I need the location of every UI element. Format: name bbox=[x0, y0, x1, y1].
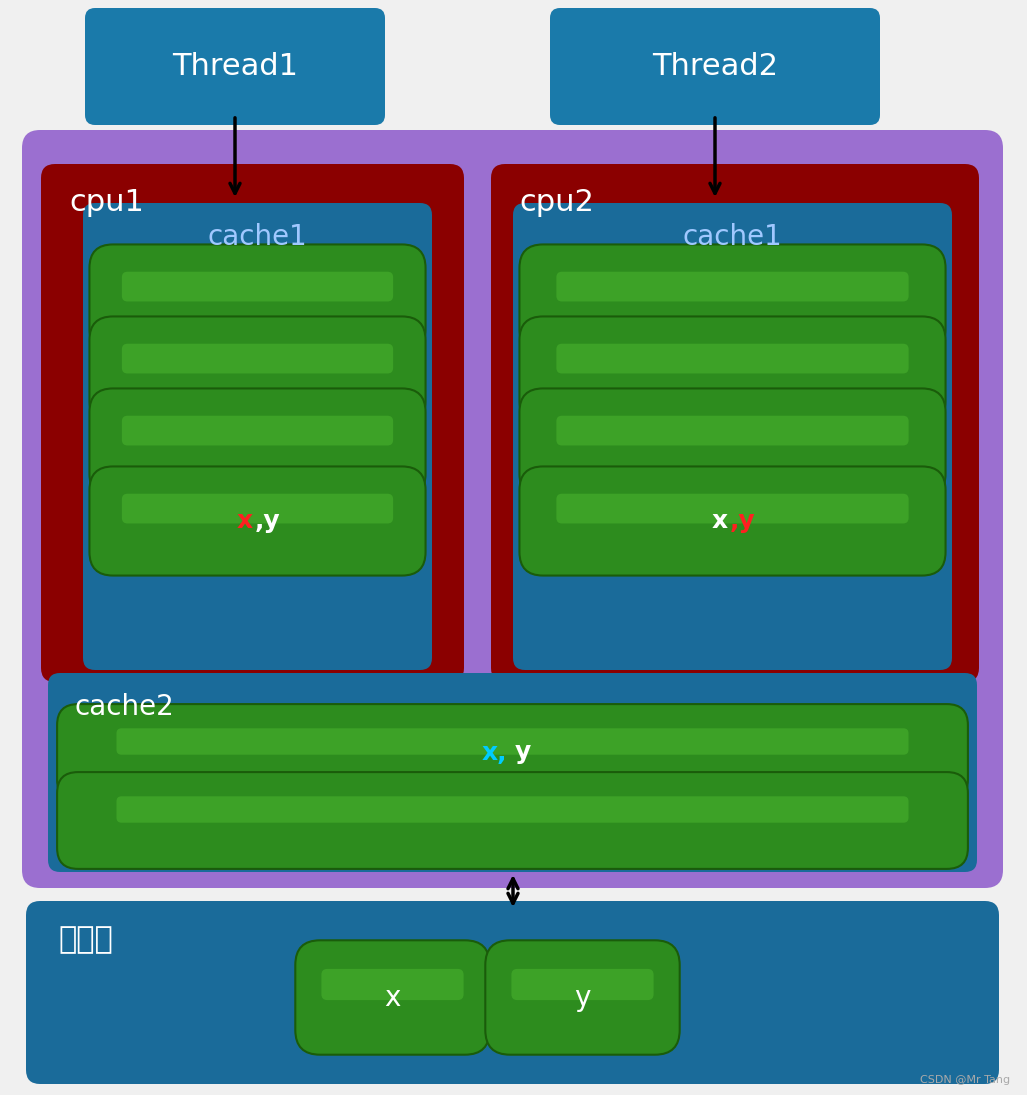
FancyBboxPatch shape bbox=[116, 728, 909, 754]
FancyBboxPatch shape bbox=[520, 466, 946, 576]
Text: cache2: cache2 bbox=[74, 693, 174, 721]
FancyBboxPatch shape bbox=[491, 164, 979, 682]
FancyBboxPatch shape bbox=[116, 796, 909, 822]
FancyBboxPatch shape bbox=[557, 272, 909, 301]
Text: ,y: ,y bbox=[729, 509, 755, 533]
FancyBboxPatch shape bbox=[520, 389, 946, 497]
FancyBboxPatch shape bbox=[321, 969, 463, 1000]
Text: y: y bbox=[515, 740, 531, 764]
FancyBboxPatch shape bbox=[89, 316, 425, 426]
Text: cache1: cache1 bbox=[683, 223, 783, 251]
FancyBboxPatch shape bbox=[514, 203, 952, 670]
Text: x: x bbox=[712, 509, 727, 533]
FancyBboxPatch shape bbox=[83, 203, 432, 670]
Text: cpu2: cpu2 bbox=[519, 188, 594, 217]
Text: CSDN @Mr Tang: CSDN @Mr Tang bbox=[920, 1075, 1010, 1085]
FancyBboxPatch shape bbox=[520, 316, 946, 426]
Text: ,y: ,y bbox=[255, 509, 280, 533]
FancyBboxPatch shape bbox=[557, 416, 909, 446]
FancyBboxPatch shape bbox=[58, 704, 967, 800]
FancyBboxPatch shape bbox=[22, 130, 1003, 888]
FancyBboxPatch shape bbox=[296, 941, 490, 1054]
Text: x: x bbox=[384, 983, 401, 1012]
FancyBboxPatch shape bbox=[557, 344, 909, 373]
FancyBboxPatch shape bbox=[550, 8, 880, 125]
Text: Thread2: Thread2 bbox=[652, 51, 778, 81]
FancyBboxPatch shape bbox=[58, 772, 967, 869]
FancyBboxPatch shape bbox=[520, 244, 946, 354]
FancyBboxPatch shape bbox=[122, 272, 393, 301]
FancyBboxPatch shape bbox=[85, 8, 385, 125]
FancyBboxPatch shape bbox=[89, 466, 425, 576]
Text: x,: x, bbox=[482, 740, 507, 764]
FancyBboxPatch shape bbox=[89, 244, 425, 354]
Text: 主内存: 主内存 bbox=[58, 925, 113, 954]
Text: x: x bbox=[236, 509, 253, 533]
FancyBboxPatch shape bbox=[122, 494, 393, 523]
FancyBboxPatch shape bbox=[89, 389, 425, 497]
FancyBboxPatch shape bbox=[486, 941, 680, 1054]
Text: cache1: cache1 bbox=[207, 223, 307, 251]
FancyBboxPatch shape bbox=[26, 901, 999, 1084]
FancyBboxPatch shape bbox=[557, 494, 909, 523]
Text: Thread1: Thread1 bbox=[172, 51, 298, 81]
FancyBboxPatch shape bbox=[41, 164, 464, 682]
FancyBboxPatch shape bbox=[122, 416, 393, 446]
FancyBboxPatch shape bbox=[122, 344, 393, 373]
Text: y: y bbox=[574, 983, 591, 1012]
FancyBboxPatch shape bbox=[511, 969, 653, 1000]
Text: cpu1: cpu1 bbox=[69, 188, 144, 217]
FancyBboxPatch shape bbox=[48, 673, 977, 872]
